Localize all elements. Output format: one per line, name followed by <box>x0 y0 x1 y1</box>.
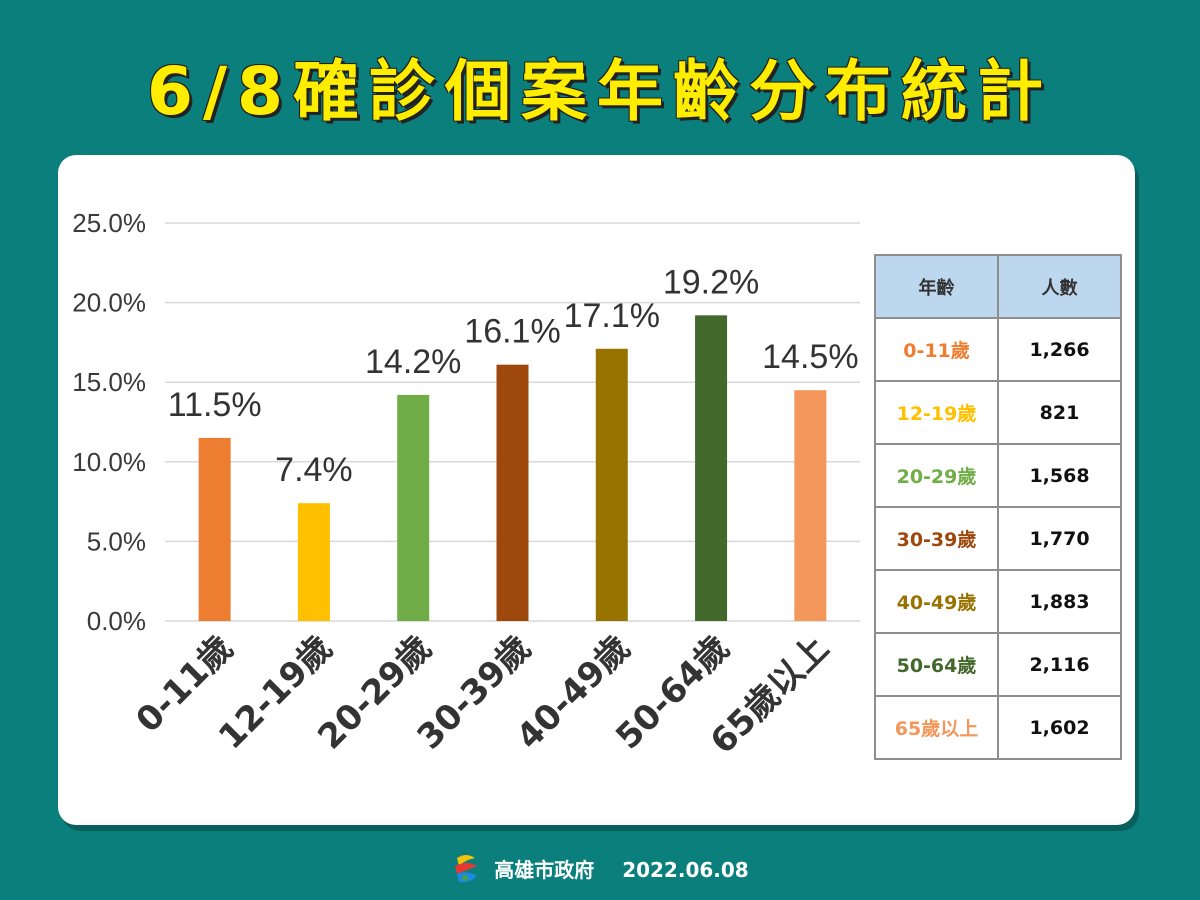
bar <box>297 503 330 621</box>
age-cell: 40-49歲 <box>874 569 999 634</box>
count-cell: 821 <box>997 380 1122 445</box>
age-cell: 12-19歲 <box>874 380 999 445</box>
y-tick-label: 5.0% <box>87 526 146 556</box>
bar <box>695 315 728 621</box>
age-cell: 65歲以上 <box>874 695 999 760</box>
y-tick-label: 20.0% <box>72 288 146 318</box>
footer: 高雄市政府 2022.06.08 <box>0 852 1200 891</box>
table-row: 50-64歲 2,116 <box>874 632 1122 697</box>
count-cell: 1,568 <box>997 443 1122 508</box>
bar <box>496 364 529 621</box>
data-label: 16.1% <box>464 313 560 351</box>
bar <box>397 394 430 621</box>
table-row: 65歲以上 1,602 <box>874 695 1122 760</box>
table-row: 0-11歲 1,266 <box>874 317 1122 382</box>
data-label: 19.2% <box>663 263 759 301</box>
footer-date: 2022.06.08 <box>622 858 749 882</box>
age-cell: 20-29歲 <box>874 443 999 508</box>
bar <box>794 390 827 621</box>
y-tick-label: 10.0% <box>72 447 146 477</box>
count-cell: 1,266 <box>997 317 1122 382</box>
data-label: 14.5% <box>762 338 858 376</box>
y-tick-label: 25.0% <box>72 208 146 238</box>
footer-org: 高雄市政府 <box>494 858 595 882</box>
bar <box>595 348 628 621</box>
table-row: 12-19歲 821 <box>874 380 1122 445</box>
data-label: 17.1% <box>564 297 660 335</box>
page-title: 6/8確診個案年齡分布統計 <box>147 53 1053 130</box>
y-tick-label: 0.0% <box>87 606 146 636</box>
header-count: 人數 <box>997 254 1122 319</box>
age-count-table: 年齡 人數 0-11歲 1,266 12-19歲 821 20-29歲 1,568 30-3… <box>874 254 1122 760</box>
count-cell: 1,883 <box>997 569 1122 634</box>
age-cell: 30-39歲 <box>874 506 999 571</box>
table-row: 20-29歲 1,568 <box>874 443 1122 508</box>
y-tick-label: 15.0% <box>72 367 146 397</box>
kaohsiung-logo-icon <box>451 852 481 891</box>
bar <box>198 437 231 621</box>
count-cell: 2,116 <box>997 632 1122 697</box>
data-label: 14.2% <box>365 343 461 381</box>
count-cell: 1,602 <box>997 695 1122 760</box>
table-row: 40-49歲 1,883 <box>874 569 1122 634</box>
header-age: 年齡 <box>874 254 999 319</box>
table-row: 30-39歲 1,770 <box>874 506 1122 571</box>
count-cell: 1,770 <box>997 506 1122 571</box>
data-label: 11.5% <box>168 386 262 424</box>
data-label: 7.4% <box>275 451 353 489</box>
age-cell: 0-11歲 <box>874 317 999 382</box>
age-cell: 50-64歲 <box>874 632 999 697</box>
